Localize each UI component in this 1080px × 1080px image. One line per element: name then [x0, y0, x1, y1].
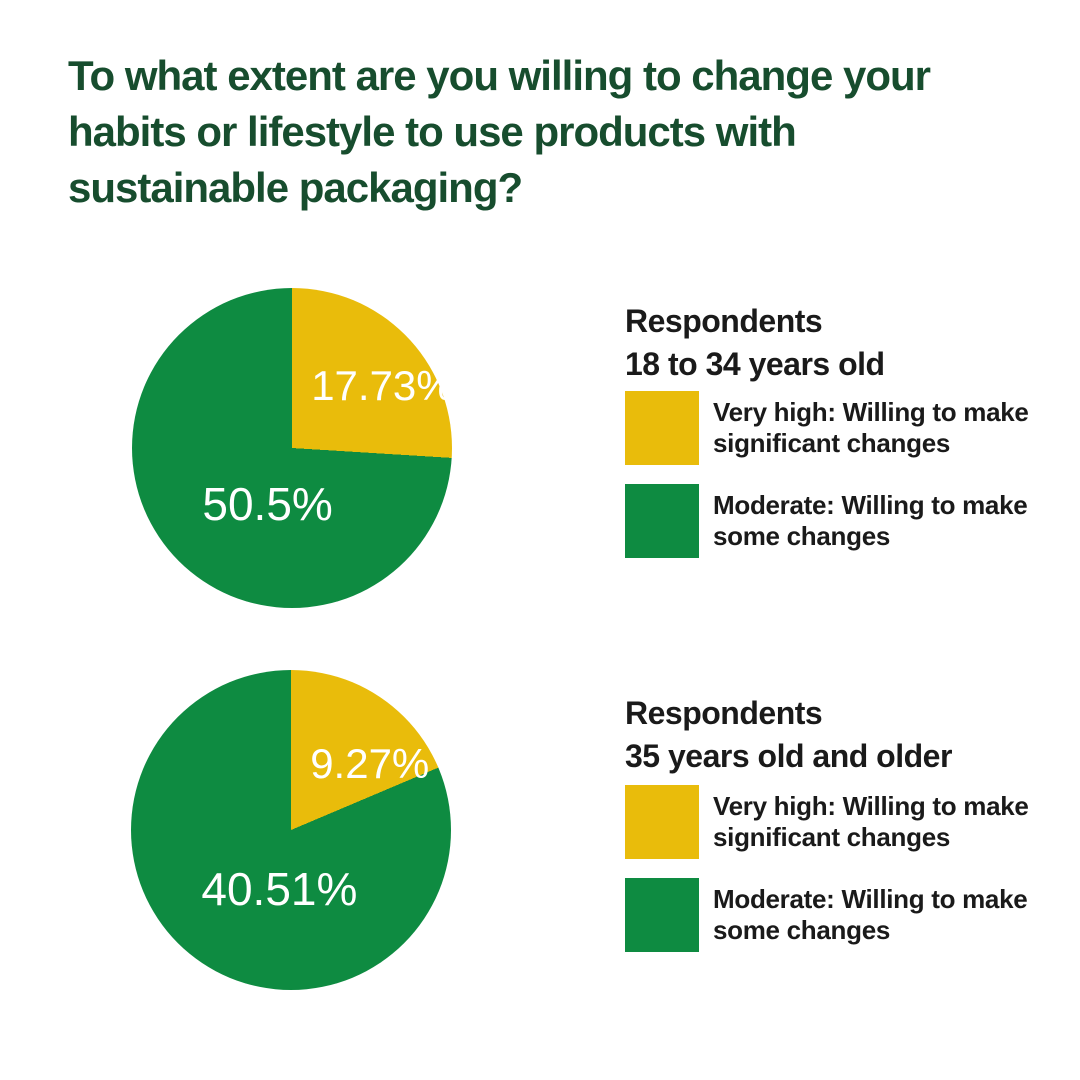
legend1-moderate-label: Moderate: Willing to make some changes: [713, 490, 1028, 551]
legend1-item-moderate: Moderate: Willing to make some changes: [625, 484, 1065, 558]
page-title: To what extent are you willing to change…: [68, 48, 931, 216]
legend2-item-very-high: Very high: Willing to make significant c…: [625, 785, 1065, 859]
legend2-item-moderate: Moderate: Willing to make some changes: [625, 878, 1065, 952]
legend-heading-35-plus: Respondents 35 years old and older: [625, 692, 952, 778]
pie1-moderate-value-label: 50.5%: [202, 477, 333, 530]
legend2-moderate-label: Moderate: Willing to make some changes: [713, 884, 1028, 945]
page-title-line-3: sustainable packaging?: [68, 164, 523, 211]
legend1-very-high-swatch: [625, 391, 699, 465]
legend1-heading-line-2: 18 to 34 years old: [625, 346, 885, 382]
legend2-very-high-label: Very high: Willing to make significant c…: [713, 791, 1029, 852]
page-title-line-2: habits or lifestyle to use products with: [68, 108, 797, 155]
legend1-very-high-label: Very high: Willing to make significant c…: [713, 397, 1029, 458]
legend2-heading-line-1: Respondents: [625, 695, 823, 731]
pie2-moderate-value-label: 40.51%: [201, 863, 358, 915]
legend1-moderate-swatch: [625, 484, 699, 558]
legend-heading-18-34: Respondents 18 to 34 years old: [625, 300, 885, 386]
pie2-very-high-value-label: 9.27%: [310, 740, 430, 788]
pie-chart-18-34: 17.73% 50.5%: [132, 288, 454, 608]
pie1-very-high-value-label: 17.73%: [311, 361, 454, 409]
page-title-line-1: To what extent are you willing to change…: [68, 52, 931, 99]
legend2-heading-line-2: 35 years old and older: [625, 738, 952, 774]
legend2-very-high-swatch: [625, 785, 699, 859]
legend2-moderate-swatch: [625, 878, 699, 952]
pie-chart-35-plus: 9.27% 40.51%: [131, 670, 451, 990]
legend1-item-very-high: Very high: Willing to make significant c…: [625, 391, 1065, 465]
legend1-heading-line-1: Respondents: [625, 303, 823, 339]
